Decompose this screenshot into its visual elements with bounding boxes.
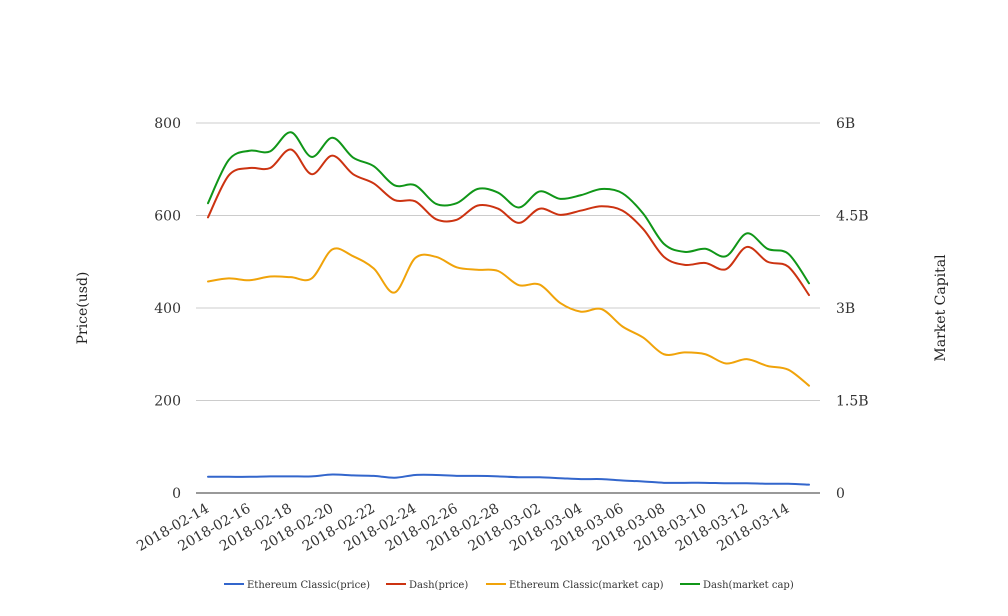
y-axis-title-right: Market Capital bbox=[933, 254, 949, 362]
y-tick-label-left: 600 bbox=[154, 209, 181, 225]
series-line-ethereum-classic-market-cap bbox=[207, 247, 810, 387]
y-tick-label-right: 1.5B bbox=[836, 394, 869, 410]
x-axis-ticks: 2018-02-142018-02-162018-02-182018-02-20… bbox=[134, 501, 792, 555]
y-tick-label-left: 0 bbox=[172, 486, 181, 502]
legend-label: Ethereum Classic(price) bbox=[247, 580, 370, 591]
legend-label: Dash(price) bbox=[409, 580, 468, 591]
legend: Ethereum Classic(price) Dash(price) Ethere… bbox=[224, 580, 794, 591]
legend-label: Ethereum Classic(market cap) bbox=[509, 580, 664, 591]
series-lines bbox=[207, 131, 810, 486]
y-tick-label-left: 400 bbox=[154, 301, 181, 317]
series-line-dash-price bbox=[207, 148, 810, 297]
left-axis-ticks: 0 200 400 600 800 bbox=[154, 116, 181, 502]
y-axis-title-left: Price(usd) bbox=[75, 272, 91, 345]
y-tick-label-right: 4.5B bbox=[836, 209, 869, 225]
gridlines bbox=[196, 122, 820, 494]
right-axis-ticks: 0 1.5B 3B 4.5B 6B bbox=[836, 116, 869, 502]
y-tick-label-left: 200 bbox=[154, 394, 181, 410]
y-tick-label-left: 800 bbox=[154, 116, 181, 132]
series-line-ethereum-classic-price bbox=[207, 473, 810, 486]
y-tick-label-right: 0 bbox=[836, 486, 845, 502]
y-tick-label-right: 3B bbox=[836, 301, 855, 317]
y-tick-label-right: 6B bbox=[836, 116, 855, 132]
series-line-dash-market-cap bbox=[207, 131, 810, 285]
legend-label: Dash(market cap) bbox=[703, 580, 794, 591]
